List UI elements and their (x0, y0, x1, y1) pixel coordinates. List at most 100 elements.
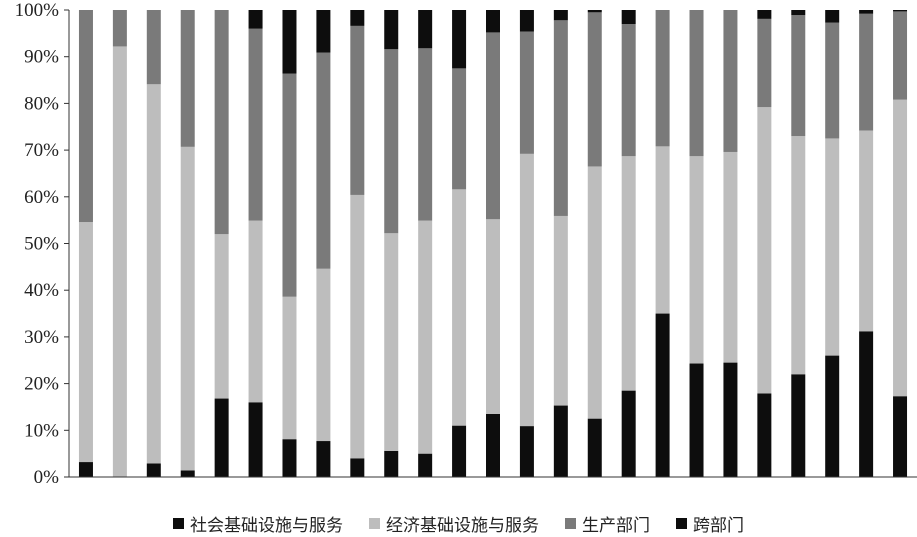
bar-segment-series-1 (723, 151, 738, 363)
bar-segment-series-3 (859, 10, 874, 14)
bar-segment-series-2 (112, 10, 127, 47)
bar-segment-series-1 (825, 138, 840, 356)
y-tick-label: 90% (24, 47, 59, 68)
bar-segment-series-3 (621, 10, 636, 25)
bar-segment-series-0 (825, 355, 840, 477)
bar-segment-series-1 (112, 46, 127, 478)
bar-segment-series-2 (825, 22, 840, 139)
bar-segment-series-3 (418, 10, 433, 49)
bar-segment-series-1 (384, 233, 399, 451)
bar-segment-series-1 (689, 156, 704, 364)
bar-segment-series-1 (859, 130, 874, 332)
bar-segment-series-0 (519, 426, 534, 477)
bar-segment-series-3 (587, 10, 602, 13)
legend-item-production-sector: 生产部门 (565, 511, 650, 536)
bar-segment-series-0 (859, 331, 874, 477)
y-tick-label: 40% (24, 280, 59, 301)
y-tick-label: 10% (24, 420, 59, 441)
bar-segment-series-3 (791, 10, 806, 16)
bar-segment-series-1 (452, 189, 467, 426)
bar-segment-series-3 (384, 10, 399, 50)
bar-segment-series-3 (519, 10, 534, 32)
bar-segment-series-1 (248, 220, 263, 403)
bar-segment-series-2 (893, 11, 908, 100)
y-tick-label: 50% (24, 234, 59, 255)
bar-segment-series-2 (587, 12, 602, 167)
bar-segment-series-0 (655, 313, 670, 477)
bar-segment-series-2 (384, 49, 399, 234)
bar-segment-series-3 (452, 10, 467, 69)
bar-segment-series-1 (316, 268, 331, 442)
bar-segment-series-0 (350, 458, 365, 477)
bar-segment-series-0 (587, 418, 602, 477)
bar-segment-series-0 (486, 413, 500, 477)
bar-segment-series-1 (553, 215, 568, 406)
bar-segment-series-2 (78, 10, 93, 223)
bar-segment-series-0 (452, 425, 467, 477)
bar-segment-series-1 (587, 166, 602, 419)
bar-segment-series-2 (316, 52, 331, 269)
bar-segment-series-0 (214, 398, 229, 477)
legend-swatch-production-sector (565, 518, 576, 529)
bar-segment-series-0 (282, 439, 297, 477)
legend-item-economic-infrastructure: 经济基础设施与服务 (369, 511, 539, 536)
bar-segment-series-3 (350, 10, 365, 26)
bar-segment-series-1 (757, 107, 772, 394)
bar-segment-series-2 (282, 73, 297, 297)
y-tick-label: 0% (34, 467, 60, 488)
bar-segment-series-0 (180, 470, 195, 477)
legend-label-economic-infrastructure: 经济基础设施与服务 (386, 516, 539, 536)
bar-segment-series-2 (655, 10, 670, 147)
bar-segment-series-2 (553, 20, 568, 216)
bar-segment-series-0 (791, 374, 806, 477)
legend-label-production-sector: 生产部门 (582, 516, 650, 536)
bar-segment-series-1 (146, 84, 161, 464)
bar-segment-series-0 (248, 402, 263, 477)
bar-segment-series-0 (78, 462, 93, 477)
bar-segment-series-3 (282, 10, 297, 74)
y-tick-label: 70% (24, 140, 59, 161)
bar-segment-series-2 (723, 10, 738, 152)
bar-segment-series-1 (78, 222, 93, 463)
y-tick-label: 60% (24, 187, 59, 208)
bar-segment-series-1 (282, 296, 297, 440)
bar-segment-series-2 (146, 10, 161, 85)
bar-segment-series-1 (350, 194, 365, 459)
legend-swatch-social-infrastructure (173, 518, 184, 529)
stacked-bar-chart: 0% 10% 20% 30% 40% 50% 60% 70% 80% 90% 100% (15, 0, 917, 488)
bar-segment-series-2 (180, 10, 195, 147)
legend-item-multi-sector: 跨部门 (676, 511, 744, 536)
bar-segment-series-2 (418, 48, 433, 221)
bar-segment-series-2 (350, 25, 365, 195)
bar-segment-series-0 (621, 390, 636, 477)
legend-item-social-infrastructure: 社会基础设施与服务 (173, 511, 343, 536)
bar-segment-series-2 (791, 15, 806, 137)
bar-segment-series-1 (486, 219, 500, 414)
bar-segment-series-0 (689, 363, 704, 477)
bar-segment-series-2 (859, 13, 874, 131)
bar-segment-series-0 (316, 441, 331, 477)
y-tick-label: 80% (24, 93, 59, 114)
bar-segment-series-2 (452, 68, 467, 190)
bar-segment-series-3 (486, 10, 500, 33)
bar-segment-series-1 (418, 220, 433, 454)
bar-segment-series-3 (757, 10, 772, 19)
bar-segment-series-3 (553, 10, 568, 21)
bar-segment-series-1 (655, 146, 670, 314)
y-tick-label: 100% (15, 0, 60, 21)
bar-segment-series-1 (893, 99, 908, 397)
bar-segment-series-1 (214, 234, 229, 399)
bar-segment-series-3 (825, 10, 840, 23)
bar-segment-series-1 (791, 136, 806, 375)
bar-segment-series-2 (689, 10, 704, 157)
chart-legend: 社会基础设施与服务 经济基础设施与服务 生产部门 跨部门 (0, 510, 917, 537)
bar-segment-series-0 (757, 393, 772, 477)
bar-segment-series-0 (384, 450, 399, 477)
bar-segment-series-0 (893, 396, 908, 477)
bar-segment-series-1 (180, 146, 195, 471)
bar-segment-series-0 (418, 453, 433, 477)
bar-segment-series-3 (316, 10, 331, 53)
y-tick-label: 20% (24, 374, 59, 395)
bar-segment-series-3 (248, 10, 263, 29)
bar-segment-series-2 (248, 28, 263, 221)
